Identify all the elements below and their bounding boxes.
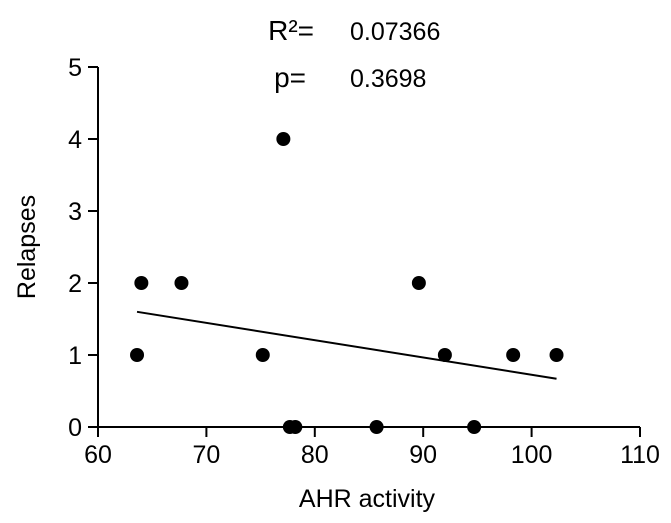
p-value: 0.3698	[350, 65, 426, 93]
data-point	[369, 420, 384, 434]
x-tick-label: 90	[409, 441, 437, 469]
data-point	[255, 348, 270, 362]
data-point	[174, 276, 189, 290]
x-tick-label: 60	[84, 441, 112, 469]
x-tick-label: 70	[192, 441, 220, 469]
regression-line-group	[136, 310, 557, 380]
data-point	[506, 348, 521, 362]
x-tick-label: 110	[620, 441, 660, 469]
regression-line	[136, 310, 557, 380]
y-axis-title: Relapses	[13, 195, 41, 299]
data-point	[288, 420, 303, 434]
data-point	[467, 420, 482, 434]
data-points	[130, 132, 564, 434]
r2-value: 0.07366	[350, 18, 440, 46]
axes: 0 1 2 3 4 5 60 70 80 90 100 110	[68, 54, 660, 469]
stats-annotation: R²= 0.07366 p= 0.3698	[268, 15, 440, 93]
r2-label: R²=	[268, 15, 314, 46]
data-point	[130, 348, 145, 362]
x-tick-label: 100	[511, 441, 553, 469]
y-tick-label: 5	[68, 54, 82, 82]
y-tick-label: 3	[68, 198, 82, 226]
data-point	[276, 132, 291, 146]
y-tick-label: 0	[68, 414, 82, 442]
x-tick-label: 80	[301, 441, 329, 469]
y-tick-label: 2	[68, 270, 82, 298]
p-label: p=	[274, 62, 306, 93]
y-tick-label: 1	[68, 342, 82, 370]
x-axis-title: AHR activity	[299, 485, 436, 513]
data-point	[411, 276, 426, 290]
data-point	[549, 348, 564, 362]
data-point	[134, 276, 149, 290]
data-point	[437, 348, 452, 362]
y-tick-label: 4	[68, 126, 82, 154]
